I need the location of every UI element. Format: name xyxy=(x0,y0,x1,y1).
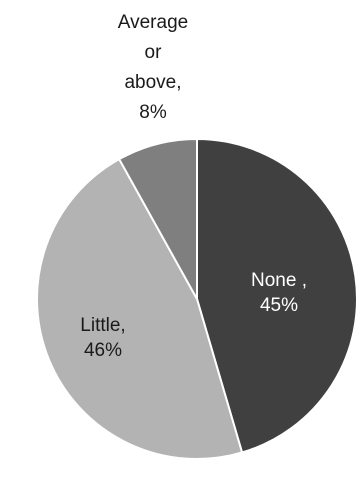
data-label-line: 46% xyxy=(84,340,122,361)
data-label-line: 8% xyxy=(139,102,167,123)
pie-labels: None , 45% Little, 46% Average or above, 8% xyxy=(80,12,307,361)
data-label-line: above, xyxy=(124,72,181,93)
data-label-line: 45% xyxy=(260,295,298,316)
pie-slice-average-or-above xyxy=(117,137,198,303)
data-label-average-or-above: Average or above, 8% xyxy=(118,12,188,123)
pie-slices xyxy=(36,137,358,460)
data-label-line: None , xyxy=(251,270,307,291)
data-label-none: None , 45% xyxy=(251,270,307,316)
data-label-line: or xyxy=(145,42,163,63)
data-label-little: Little, 46% xyxy=(80,315,125,361)
pie-slice-none xyxy=(196,137,358,454)
data-label-line: Little, xyxy=(80,315,125,336)
pie-slice-little xyxy=(36,157,244,460)
data-label-line: Average xyxy=(118,12,188,33)
